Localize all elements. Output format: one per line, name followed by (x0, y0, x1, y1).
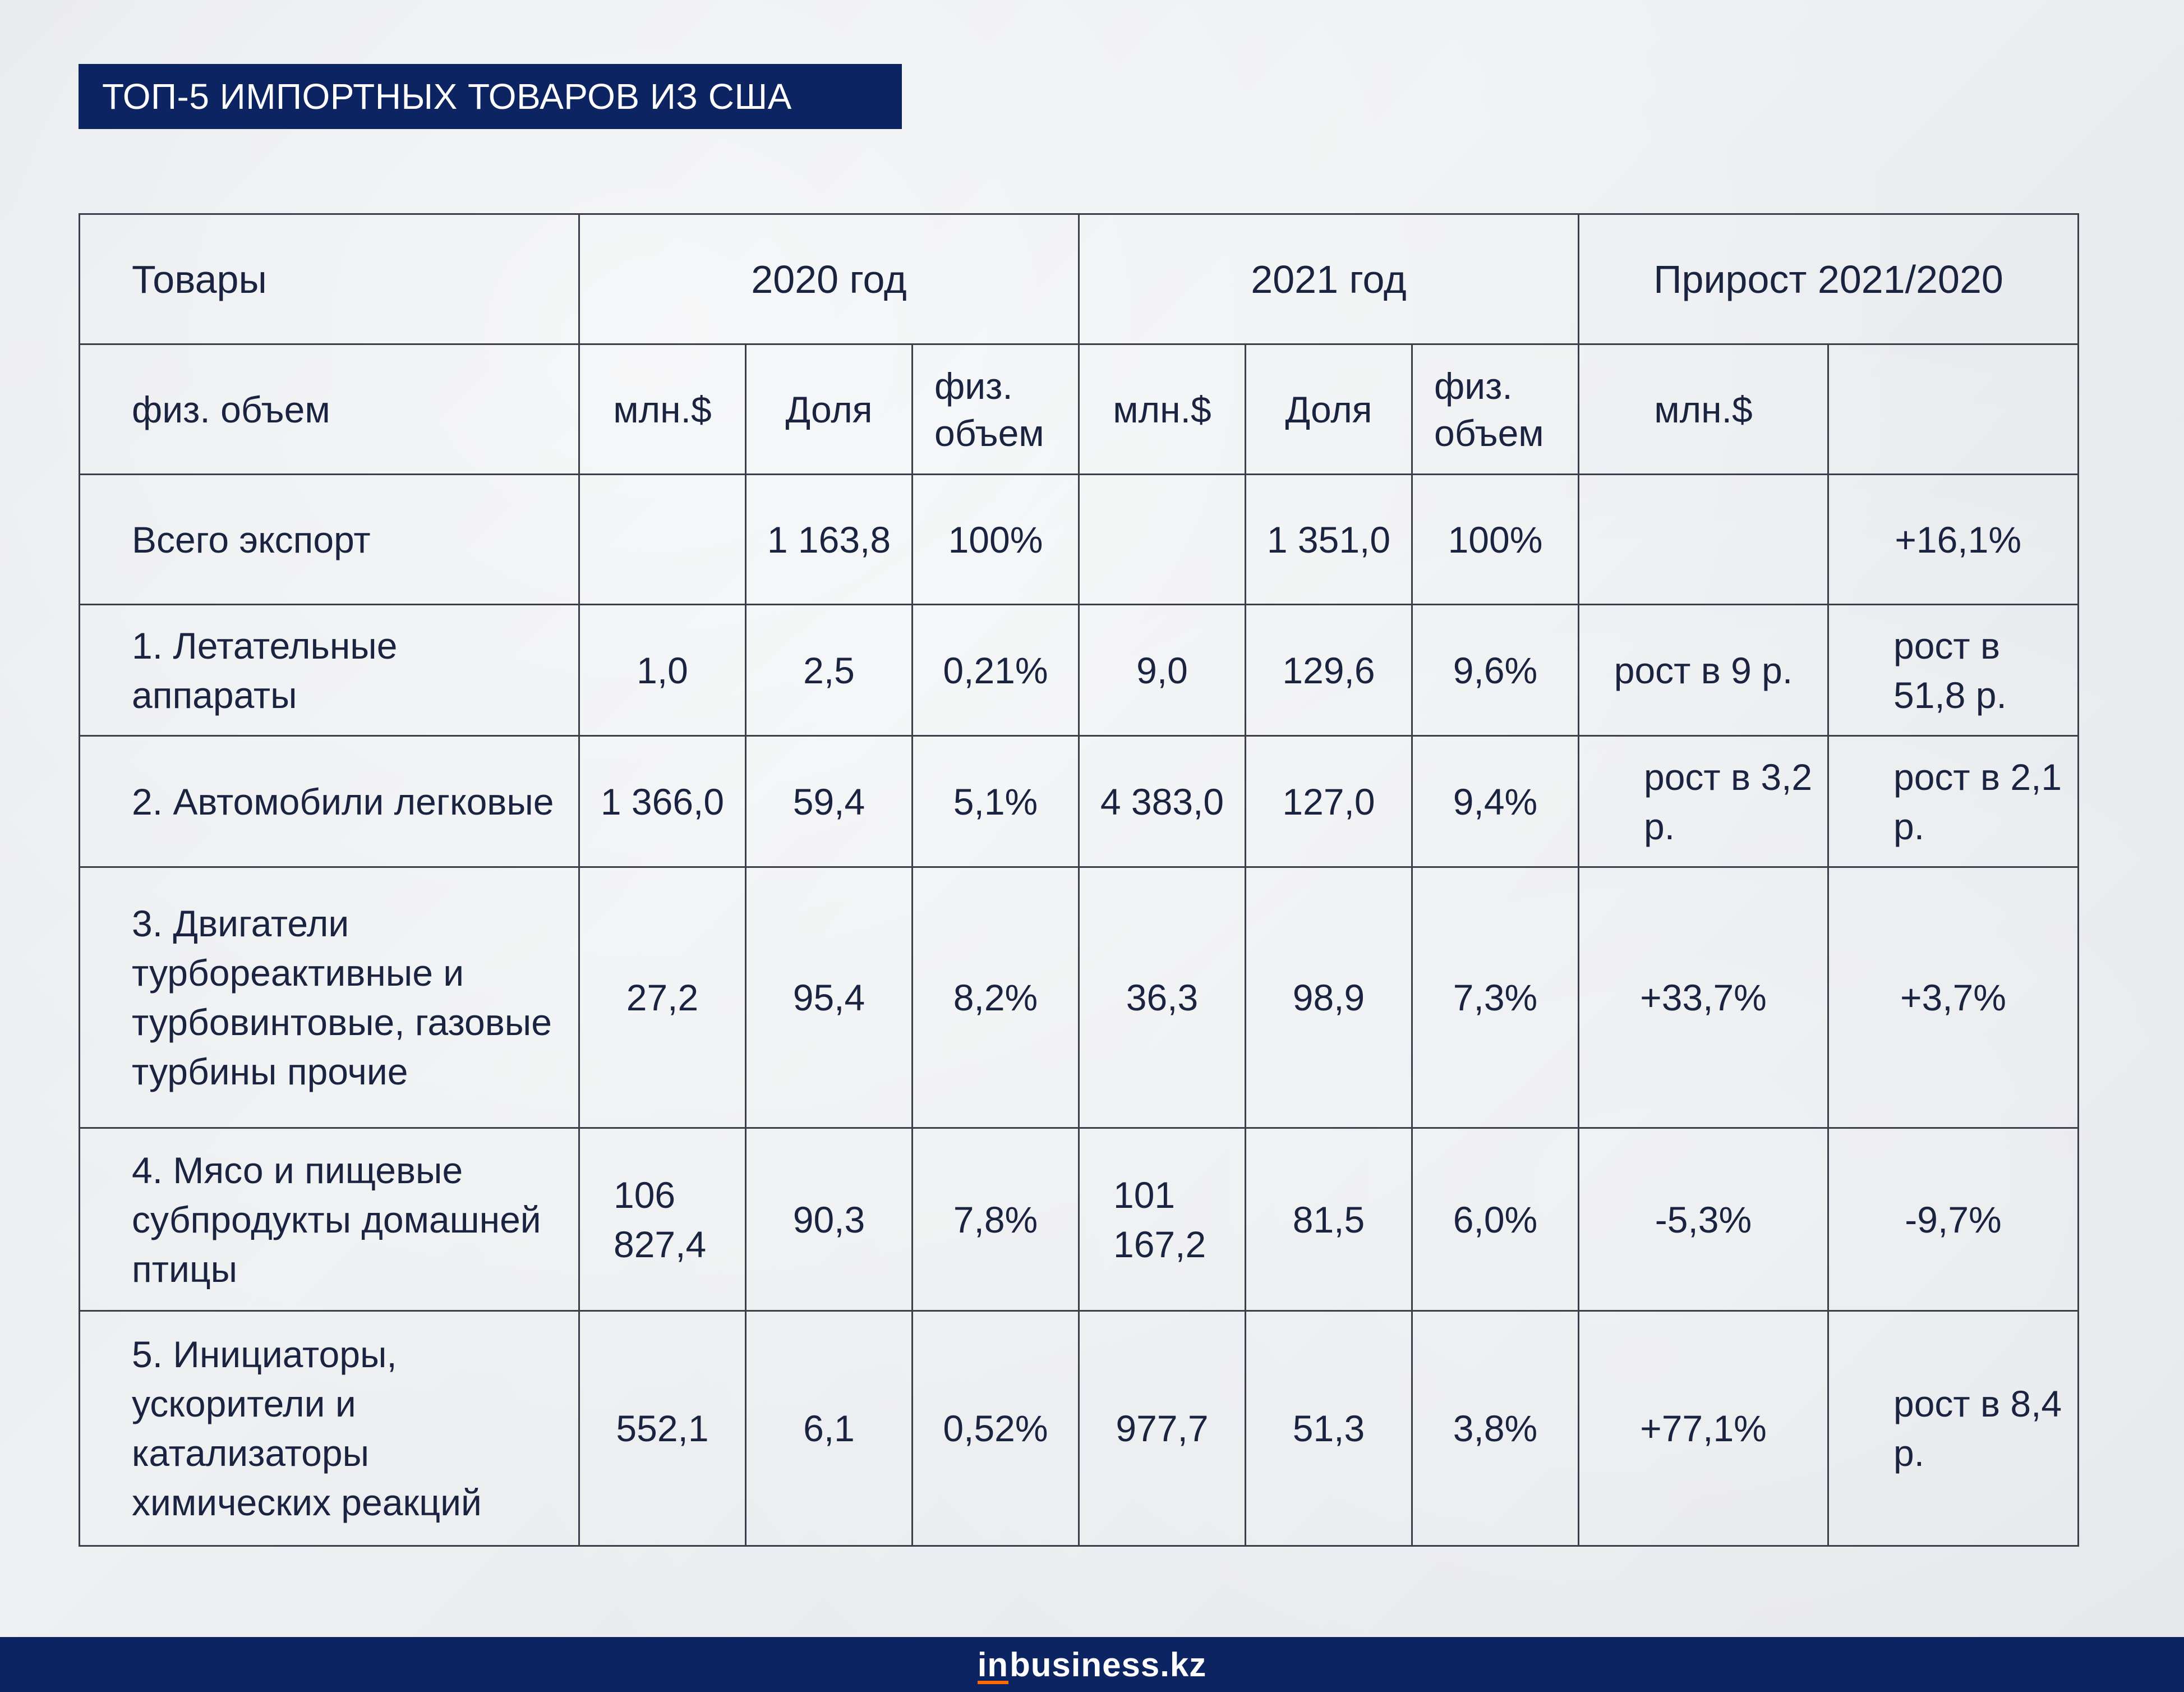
title-banner: ТОП-5 ИМПОРТНЫХ ТОВАРОВ ИЗ США (79, 64, 902, 129)
row-cell: рост в 9 р. (1578, 604, 1829, 737)
row-cell: +33,7% (1578, 866, 1829, 1129)
total-share-2020: 100% (911, 473, 1080, 605)
row-cell: рост в 51,8 р. (1827, 604, 2080, 737)
row-cell: рост в 8,4 р. (1827, 1310, 2080, 1547)
row-cell: +77,1% (1578, 1310, 1829, 1547)
total-share-2021: 100% (1411, 473, 1579, 605)
row-cell: 7,3% (1411, 866, 1579, 1129)
row-cell: 51,3 (1245, 1310, 1413, 1547)
row-label: 1. Летательные аппараты (79, 604, 580, 737)
subheader-growth-other (1827, 343, 2080, 475)
row-cell: рост в 2,1 р. (1827, 735, 2080, 868)
subheader-growth-usd: млн.$ (1578, 343, 1829, 475)
table-row: 4. Мясо и пищевые субпродукты домашней п… (79, 1127, 2080, 1312)
row-cell: 3,8% (1411, 1310, 1579, 1547)
table-row: 5. Инициаторы, ускорители и катализаторы… (79, 1310, 2080, 1547)
row-cell: 7,8% (911, 1127, 1080, 1312)
row-cell: 95,4 (745, 866, 913, 1129)
total-usd-2021: 1 351,0 (1245, 473, 1413, 605)
row-cell: рост в 3,2 р. (1578, 735, 1829, 868)
row-cell: 6,1 (745, 1310, 913, 1547)
row-cell: 1,0 (578, 604, 747, 737)
header-goods: Товары (79, 213, 580, 345)
row-cell: -5,3% (1578, 1127, 1829, 1312)
row-label: 2. Автомобили легковые (79, 735, 580, 868)
row-cell: 2,5 (745, 604, 913, 737)
row-label: 5. Инициаторы, ускорители и катализаторы… (79, 1310, 580, 1547)
import-table: Товары 2020 год 2021 год Прирост 2021/20… (79, 213, 2080, 1547)
row-cell: 59,4 (745, 735, 913, 868)
row-label: 3. Двигатели турбореактивные и турбовинт… (79, 866, 580, 1129)
table-row: 2. Автомобили легковые 1 366,0 59,4 5,1%… (79, 735, 2080, 868)
row-cell: 36,3 (1078, 866, 1246, 1129)
row-cell: 0,52% (911, 1310, 1080, 1547)
footer-bar: inbusiness.kz (0, 1637, 2184, 1692)
row-cell: 9,6% (1411, 604, 1579, 737)
row-cell: 90,3 (745, 1127, 913, 1312)
subheader-usd-2020: млн.$ (578, 343, 747, 475)
row-cell: 6,0% (1411, 1127, 1579, 1312)
header-year-2021: 2021 год (1078, 213, 1579, 345)
header-row: Товары 2020 год 2021 год Прирост 2021/20… (79, 213, 2080, 345)
subheader-phys-2021: физ. объем (1411, 343, 1579, 475)
row-label: 4. Мясо и пищевые субпродукты домашней п… (79, 1127, 580, 1312)
subheader-usd-2021: млн.$ (1078, 343, 1246, 475)
row-cell: 9,4% (1411, 735, 1579, 868)
subheader-row: физ. объем млн.$ Доля физ. объем млн.$ Д… (79, 343, 2080, 475)
total-growth-phys (1578, 473, 1829, 605)
total-growth-usd: +16,1% (1827, 473, 2080, 605)
row-cell: 0,21% (911, 604, 1080, 737)
inbusiness-logo[interactable]: inbusiness.kz (977, 1645, 1207, 1684)
row-cell: 101 167,2 (1078, 1127, 1246, 1312)
row-cell: 8,2% (911, 866, 1080, 1129)
row-cell: 27,2 (578, 866, 747, 1129)
page-title: ТОП-5 ИМПОРТНЫХ ТОВАРОВ ИЗ США (102, 76, 792, 117)
total-phys-2021 (1078, 473, 1246, 605)
subheader-goods: физ. объем (79, 343, 580, 475)
subheader-share-2020: Доля (745, 343, 913, 475)
row-cell: -9,7% (1827, 1127, 2080, 1312)
total-phys-2020 (578, 473, 747, 605)
logo-rest: business.kz (1010, 1645, 1207, 1684)
row-cell: +3,7% (1827, 866, 2080, 1129)
row-cell: 129,6 (1245, 604, 1413, 737)
header-growth: Прирост 2021/2020 (1577, 213, 2080, 345)
row-cell: 106 827,4 (578, 1127, 747, 1312)
subheader-share-2021: Доля (1245, 343, 1413, 475)
row-cell: 81,5 (1245, 1127, 1413, 1312)
header-year-2020: 2020 год (578, 213, 1080, 345)
total-usd-2020: 1 163,8 (745, 473, 913, 605)
row-cell: 1 366,0 (578, 735, 747, 868)
total-label: Всего экспорт (79, 473, 580, 605)
table-row: 1. Летательные аппараты 1,0 2,5 0,21% 9,… (79, 604, 2080, 737)
row-cell: 5,1% (911, 735, 1080, 868)
row-cell: 9,0 (1078, 604, 1246, 737)
logo-in: in (977, 1645, 1009, 1684)
row-cell: 98,9 (1245, 866, 1413, 1129)
row-cell: 127,0 (1245, 735, 1413, 868)
row-cell: 552,1 (578, 1310, 747, 1547)
subheader-phys-2020: физ. объем (911, 343, 1080, 475)
row-cell: 4 383,0 (1078, 735, 1246, 868)
table-row: 3. Двигатели турбореактивные и турбовинт… (79, 866, 2080, 1129)
total-row: Всего экспорт 1 163,8 100% 1 351,0 100% … (79, 473, 2080, 605)
row-cell: 977,7 (1078, 1310, 1246, 1547)
